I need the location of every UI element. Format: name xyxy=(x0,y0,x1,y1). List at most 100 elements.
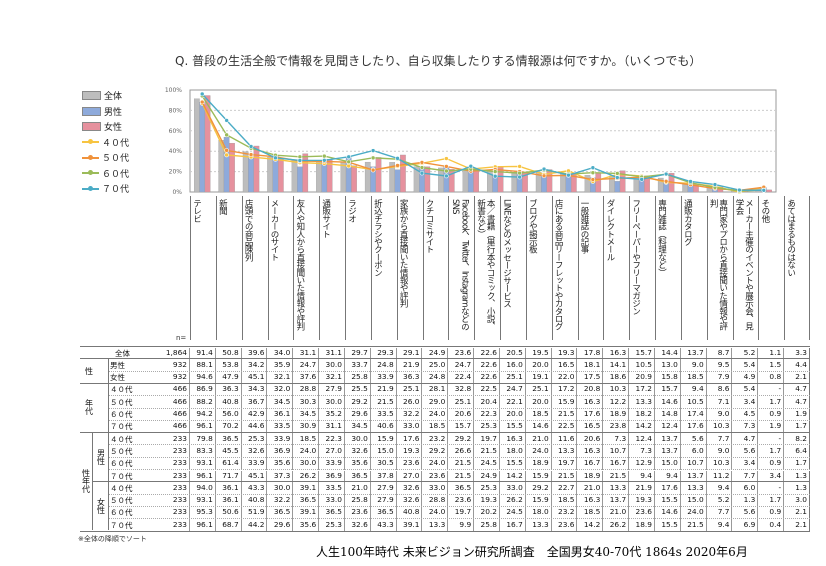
table-cell: 9.4 xyxy=(707,482,733,496)
table-cell: 24.0 xyxy=(526,445,552,459)
category-label: 一般雑誌の記事 xyxy=(579,199,589,253)
table-cell: 18.5 xyxy=(526,409,552,422)
table-cell: 28.8 xyxy=(423,495,449,508)
table-cell: 40.6 xyxy=(371,421,397,434)
row-label: ６０代 xyxy=(110,459,133,469)
table-cell: 11.6 xyxy=(552,433,578,446)
table-cell: 9.4 xyxy=(681,384,707,397)
point-７０代 xyxy=(614,175,620,180)
table-cell: 13.7 xyxy=(681,470,707,483)
table-cell: 20.5 xyxy=(500,347,526,360)
point-７０代 xyxy=(199,91,205,97)
table-cell: 13.3 xyxy=(603,482,630,496)
table-cell: 33.0 xyxy=(423,482,449,496)
table-cell: 43.3 xyxy=(371,519,397,532)
table-cell: 26.6 xyxy=(448,445,475,459)
table-cell: 33.0 xyxy=(397,421,423,434)
table-cell: 26.2 xyxy=(500,495,526,508)
table-cell: 7.7 xyxy=(733,470,759,483)
table-cell: 79.8 xyxy=(190,433,216,446)
table-cell: 25.3 xyxy=(474,482,500,496)
table-cell: 36.1 xyxy=(268,409,294,422)
table-cell: 23.8 xyxy=(603,421,630,434)
table-cell: 1.7 xyxy=(784,458,810,471)
table-cell: 24.7 xyxy=(500,384,526,397)
category-header: ラジオ xyxy=(345,196,371,340)
table-cell: 14.1 xyxy=(603,359,630,373)
table-cell: 21.5 xyxy=(371,396,397,409)
table-cell: 45.5 xyxy=(216,445,242,459)
table-cell: 42.9 xyxy=(242,409,268,422)
table-cell: 36.1 xyxy=(216,482,242,496)
table-cell: 18.9 xyxy=(526,458,552,471)
table-cell: 5.4 xyxy=(733,359,759,373)
point-５０代 xyxy=(663,178,669,184)
category-header: あてはまるものはない xyxy=(784,196,810,340)
table-cell: 50.8 xyxy=(216,347,242,360)
n-cell: 1,864 xyxy=(160,347,190,360)
table-cell: 25.1 xyxy=(526,384,552,397)
table-cell: 23.6 xyxy=(552,519,578,532)
legend-label: 女性 xyxy=(104,123,123,134)
table-cell: 18.0 xyxy=(526,507,552,520)
table-cell: 40.8 xyxy=(242,495,268,508)
table-cell: 27.0 xyxy=(319,445,345,459)
table-cell: 94.2 xyxy=(190,409,216,422)
point-５０代 xyxy=(199,99,205,105)
table-cell: 14.8 xyxy=(655,409,681,422)
n-cell: 233 xyxy=(160,482,190,496)
table-cell: 28.8 xyxy=(293,384,320,397)
table-cell: 9.4 xyxy=(707,519,733,532)
table-cell: 36.9 xyxy=(268,445,294,459)
table-cell: 36.3 xyxy=(216,384,242,397)
table-cell: 13.7 xyxy=(655,445,681,459)
group-label: 性年代 xyxy=(81,469,91,494)
table-cell: 23.6 xyxy=(448,495,475,508)
y-tick-label: 100% xyxy=(165,87,182,94)
table-cell: 34.5 xyxy=(345,421,371,434)
table-cell: 3.4 xyxy=(758,470,785,483)
table-cell: 36.3 xyxy=(397,372,423,385)
table-cell: 33.9 xyxy=(268,433,294,446)
point-６０代 xyxy=(370,155,376,161)
category-label: 専門家やプロから直接聞いた情報や評判 xyxy=(708,199,728,330)
subgroup-label: 男性 xyxy=(96,448,106,465)
category-label: 家族から直接聞いた情報や評判 xyxy=(398,199,409,307)
table-cell: 29.2 xyxy=(345,396,371,409)
table-cell: 24.8 xyxy=(423,372,449,385)
point-６０代 xyxy=(346,159,352,165)
point-７０代 xyxy=(297,158,303,163)
table-cell: 29.3 xyxy=(371,347,397,360)
table-cell: 9.4 xyxy=(655,470,681,483)
table-cell: 14.6 xyxy=(655,507,681,520)
point-４０代 xyxy=(517,164,522,169)
table-cell: 30.0 xyxy=(319,396,345,409)
group-divider xyxy=(92,481,810,483)
table-cell: 20.6 xyxy=(578,433,604,446)
table-cell: 3.0 xyxy=(784,495,810,508)
row-label: ６０代 xyxy=(110,508,133,518)
table-cell: 10.3 xyxy=(707,458,733,471)
table-cell: 20.6 xyxy=(448,409,475,422)
row-label: ５０代 xyxy=(110,397,133,407)
point-７０代 xyxy=(468,163,474,169)
category-header: メーカー主催のイベントや展示会、見学会 xyxy=(732,196,759,340)
table-cell: 93.1 xyxy=(190,495,216,508)
category-header: 一般雑誌の記事 xyxy=(577,196,604,340)
table-cell: 18.9 xyxy=(578,470,604,483)
table-cell: 18.5 xyxy=(578,507,604,520)
n-cell: 466 xyxy=(160,409,190,422)
table-cell: 14.6 xyxy=(526,421,552,434)
table-cell: 23.2 xyxy=(552,507,578,520)
table-cell: 9.5 xyxy=(707,359,733,373)
table-cell: 88.2 xyxy=(190,396,216,409)
row-divider xyxy=(108,505,810,507)
n-cell: 932 xyxy=(160,359,190,373)
footnote: ※全体の降順でソート xyxy=(78,535,147,543)
category-header: メーカーのサイト xyxy=(267,196,294,340)
table-cell: 6.4 xyxy=(784,445,810,459)
legend-label: ４０代 xyxy=(102,138,130,149)
legend-line-marker xyxy=(82,154,99,160)
table-cell: 0.9 xyxy=(758,409,785,422)
table-cell: 32.6 xyxy=(345,519,371,532)
